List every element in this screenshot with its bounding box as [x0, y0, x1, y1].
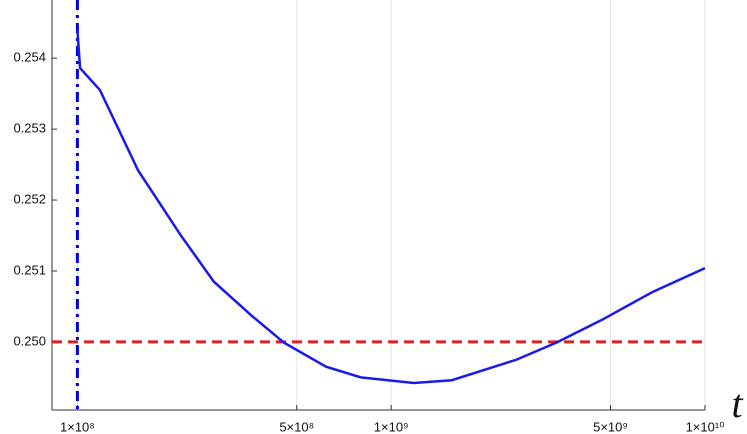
- y-tick-label: 0.253: [13, 121, 46, 136]
- y-tick-label: 0.250: [13, 333, 46, 348]
- x-tick-label: 1×10⁹: [374, 419, 409, 434]
- x-tick-label: 1×10¹⁰: [686, 419, 725, 434]
- x-axis-label: t: [731, 381, 743, 426]
- y-tick-label: 0.254: [13, 50, 46, 65]
- x-tick-label: 5×10⁹: [593, 419, 628, 434]
- data-line: [76, 29, 706, 385]
- x-tick-label: 1×10⁸: [60, 419, 95, 434]
- y-tick-label: 0.252: [13, 191, 46, 206]
- y-tick-label: 0.251: [13, 262, 46, 277]
- x-tick-label: 5×10⁸: [279, 419, 314, 434]
